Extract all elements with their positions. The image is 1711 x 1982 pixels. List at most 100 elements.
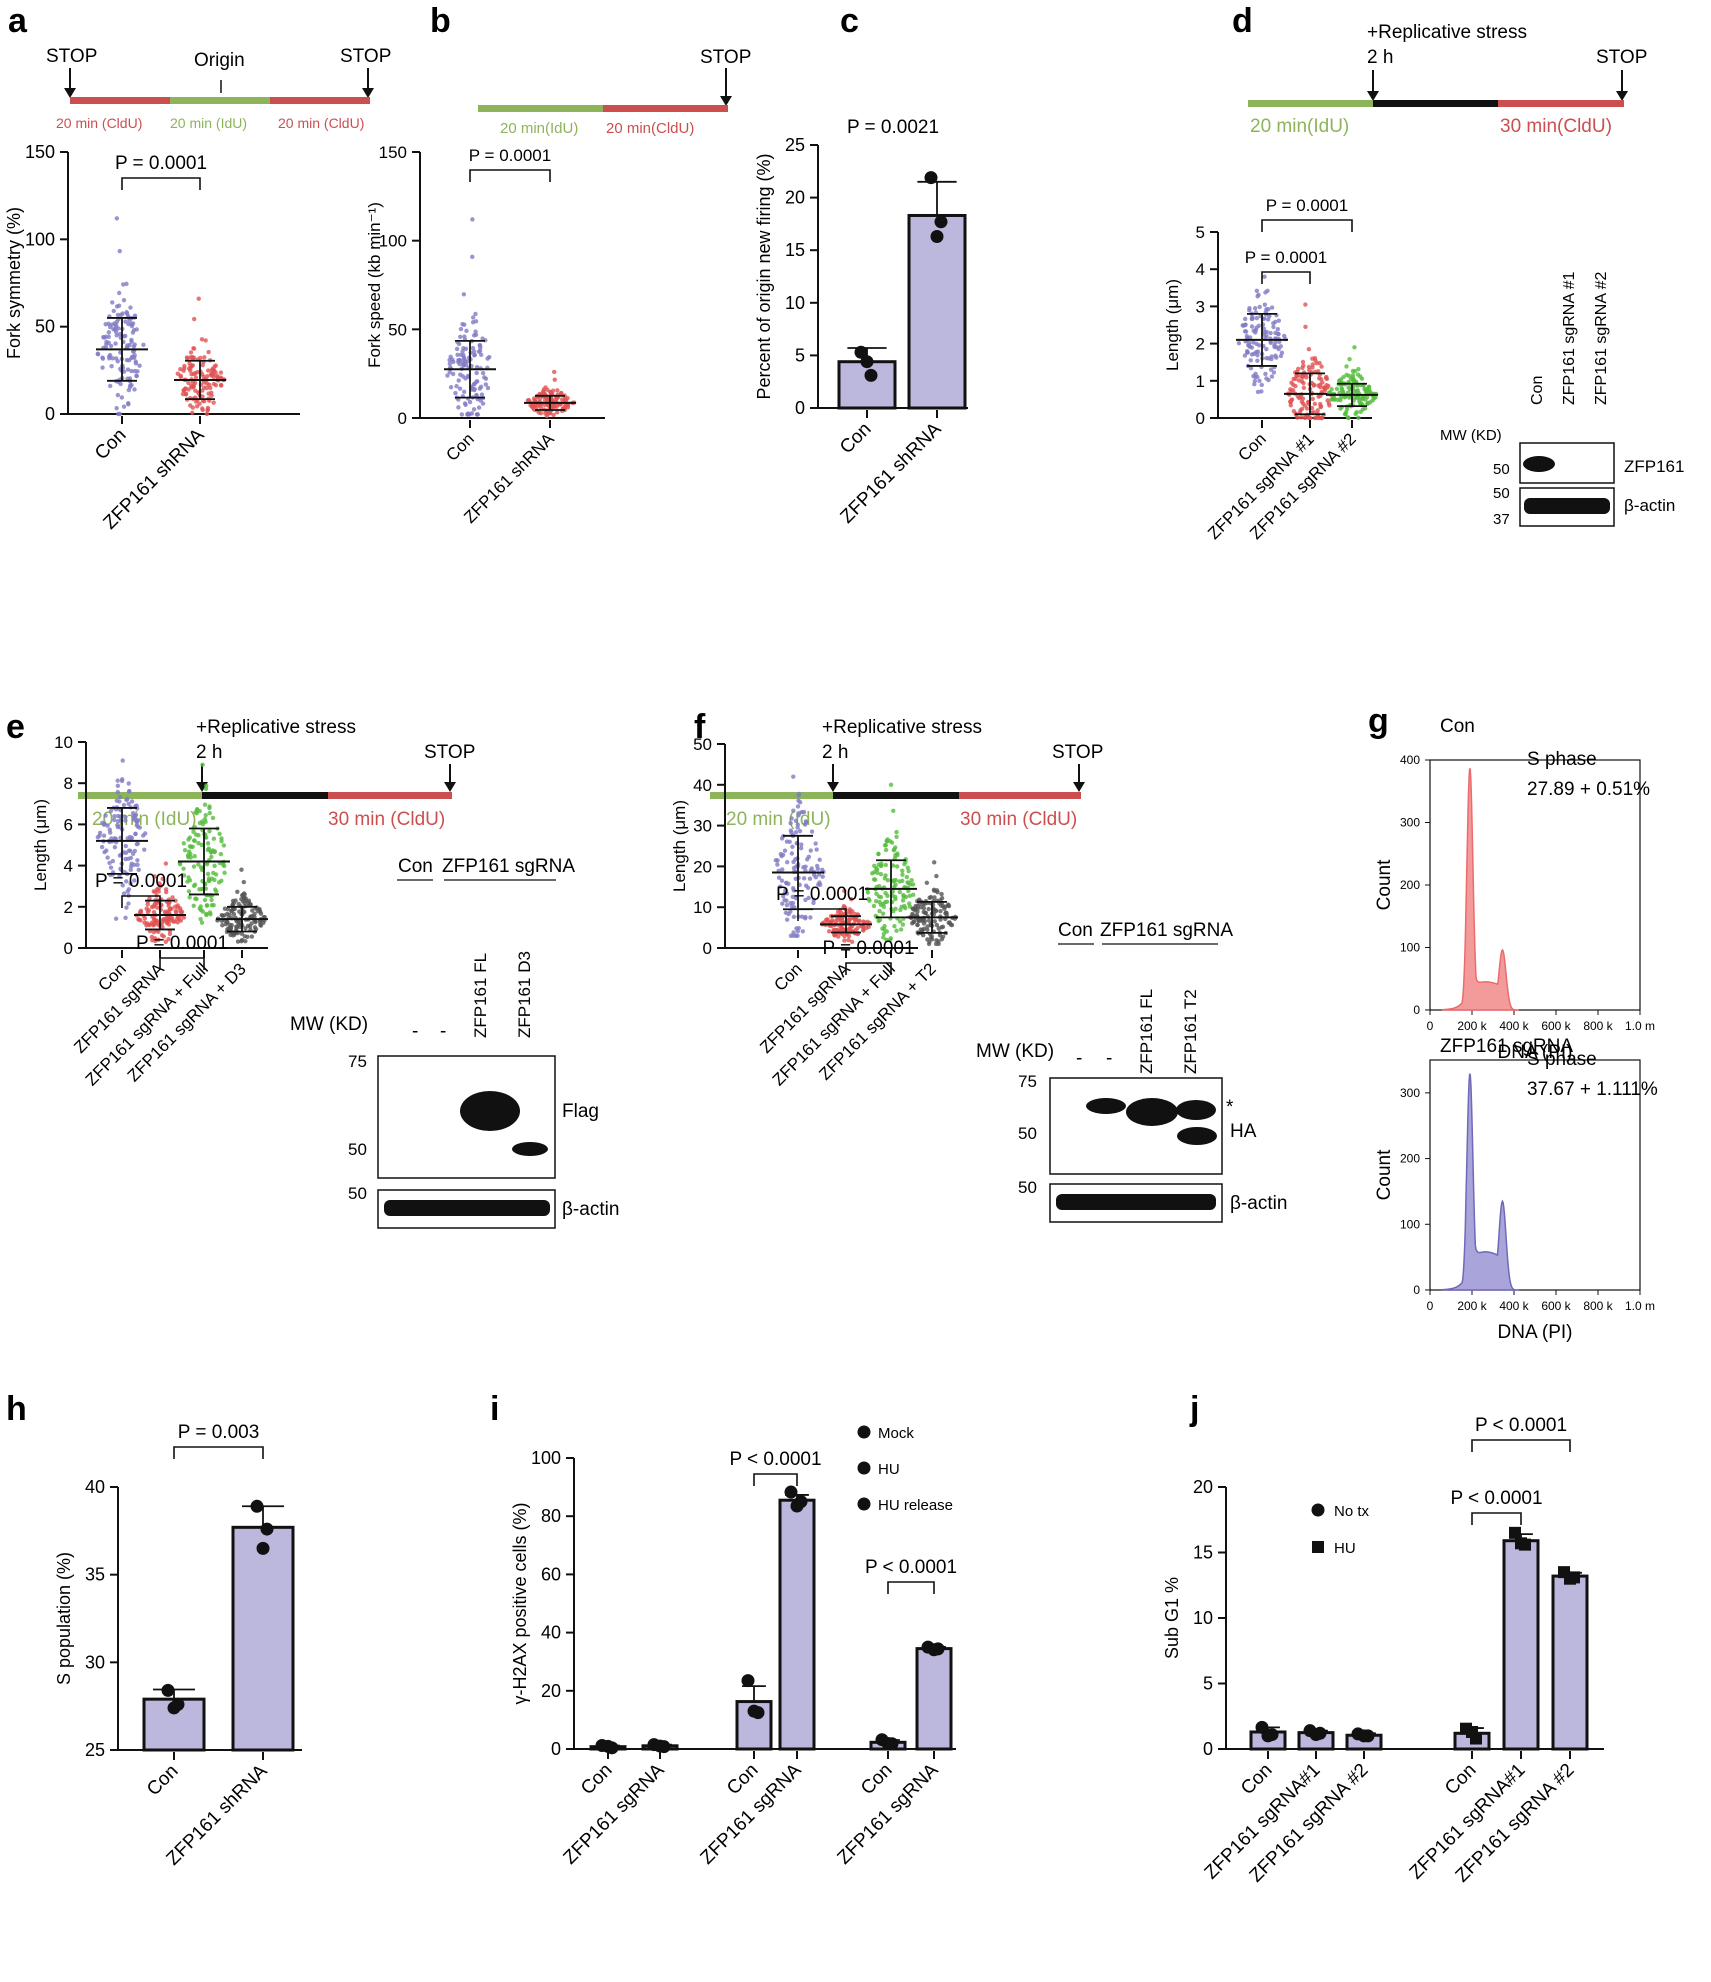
data-point-d [1317, 393, 1323, 399]
data-point-f [888, 936, 893, 941]
data-point-f [798, 846, 804, 851]
data-point-b [470, 345, 476, 351]
data-point-d [1249, 324, 1255, 329]
data-point-e [253, 920, 258, 925]
y-tick-label-j: 0 [1203, 1739, 1213, 1759]
x-axis-title-g: DNA (PI) [1498, 1322, 1573, 1343]
data-point-b [454, 384, 459, 389]
histogram-area-g [1441, 1073, 1519, 1291]
data-point-b [473, 332, 479, 338]
data-point-a [117, 248, 122, 254]
data-point-d [1262, 274, 1267, 279]
legend-marker-j [1312, 1541, 1324, 1553]
data-point-e [128, 864, 134, 869]
data-point-d [1307, 415, 1313, 421]
scheme-a-seg1-bar [70, 97, 170, 104]
y-tick-label-j: 20 [1193, 1477, 1213, 1497]
data-point-d [1303, 302, 1308, 307]
data-point-f [775, 862, 780, 867]
data-point-f [797, 800, 803, 805]
data-point-b [447, 370, 452, 375]
data-point-b [470, 254, 475, 260]
bar-j [1502, 1539, 1540, 1751]
data-point-d [1325, 398, 1330, 403]
data-point-f [784, 880, 789, 886]
x-tick-label-g: 800 k [1583, 1019, 1613, 1033]
data-point-d [1304, 375, 1309, 380]
x-tick-label-g: 200 k [1457, 1299, 1487, 1313]
data-point-f [891, 878, 896, 883]
comparison-bracket-j [1471, 1512, 1522, 1525]
data-point-f [880, 911, 886, 916]
data-point-b [453, 390, 458, 396]
data-point-a [206, 349, 211, 355]
data-point-e [203, 812, 208, 818]
data-point-e [97, 833, 102, 838]
data-point-e [142, 847, 147, 852]
data-point-e [188, 851, 193, 857]
data-point-b [478, 384, 484, 390]
data-point-f [926, 906, 931, 912]
data-point-b [464, 328, 469, 334]
data-point-f [910, 882, 916, 887]
data-point-f [926, 918, 932, 923]
data-point-a [126, 387, 132, 393]
data-point-d [1319, 415, 1325, 421]
data-point-b [461, 345, 466, 351]
data-point-f [873, 899, 879, 904]
data-point-e [145, 902, 150, 907]
y-tick-label-j: 5 [1203, 1674, 1213, 1694]
data-point-d [1252, 306, 1258, 311]
data-point-f [795, 825, 800, 830]
data-point-e [237, 922, 242, 927]
bar-i [778, 1498, 816, 1751]
data-point-f [938, 917, 943, 922]
data-point-d [1357, 396, 1363, 401]
data-point-d [1351, 377, 1357, 383]
data-point-f [942, 906, 947, 911]
data-point-b [456, 358, 461, 363]
data-point-b [552, 377, 557, 382]
data-point-f [900, 922, 906, 927]
data-point-e [115, 778, 120, 783]
data-point-d [1316, 376, 1322, 381]
data-point-e [202, 802, 208, 807]
data-point-d [1276, 346, 1281, 352]
data-point-e [108, 808, 114, 814]
data-point-e [220, 923, 225, 928]
data-point-f [808, 848, 813, 853]
data-point-a [211, 400, 216, 405]
data-point-c [854, 345, 868, 359]
data-point-f [784, 839, 790, 844]
data-point-b [457, 386, 463, 391]
data-point-d [1347, 395, 1352, 400]
data-point-f [921, 921, 927, 926]
data-point-a [182, 363, 187, 369]
comparison-bracket-f [797, 908, 847, 921]
data-point-b [474, 393, 479, 398]
data-point-d [1338, 406, 1343, 411]
data-point-a [129, 323, 135, 329]
y-axis-title-g: Count [1374, 859, 1395, 910]
western-e-band-d3 [512, 1142, 548, 1156]
data-point-a [134, 373, 139, 379]
data-point-e [128, 867, 133, 872]
data-point-a [188, 350, 194, 355]
panel-label-b: b [430, 2, 451, 40]
histogram-frame-g [1429, 1059, 1641, 1291]
data-point-a [205, 408, 210, 413]
western-f-mw-50b: 50 [1018, 1178, 1037, 1197]
data-point-d [1242, 322, 1248, 328]
data-point-b [551, 369, 557, 375]
data-point-f [861, 928, 866, 933]
data-point-d [1269, 374, 1275, 379]
data-point-f [790, 844, 795, 849]
x-tick-label-g: 1.0 m [1625, 1299, 1655, 1313]
data-point-f [842, 938, 847, 943]
p-value-label-e: P = 0.0001 [136, 933, 228, 954]
data-point-b [462, 322, 467, 327]
data-point-f [789, 851, 795, 856]
data-point-e [197, 906, 202, 911]
data-point-d [1247, 308, 1252, 313]
data-point-f [784, 902, 790, 908]
